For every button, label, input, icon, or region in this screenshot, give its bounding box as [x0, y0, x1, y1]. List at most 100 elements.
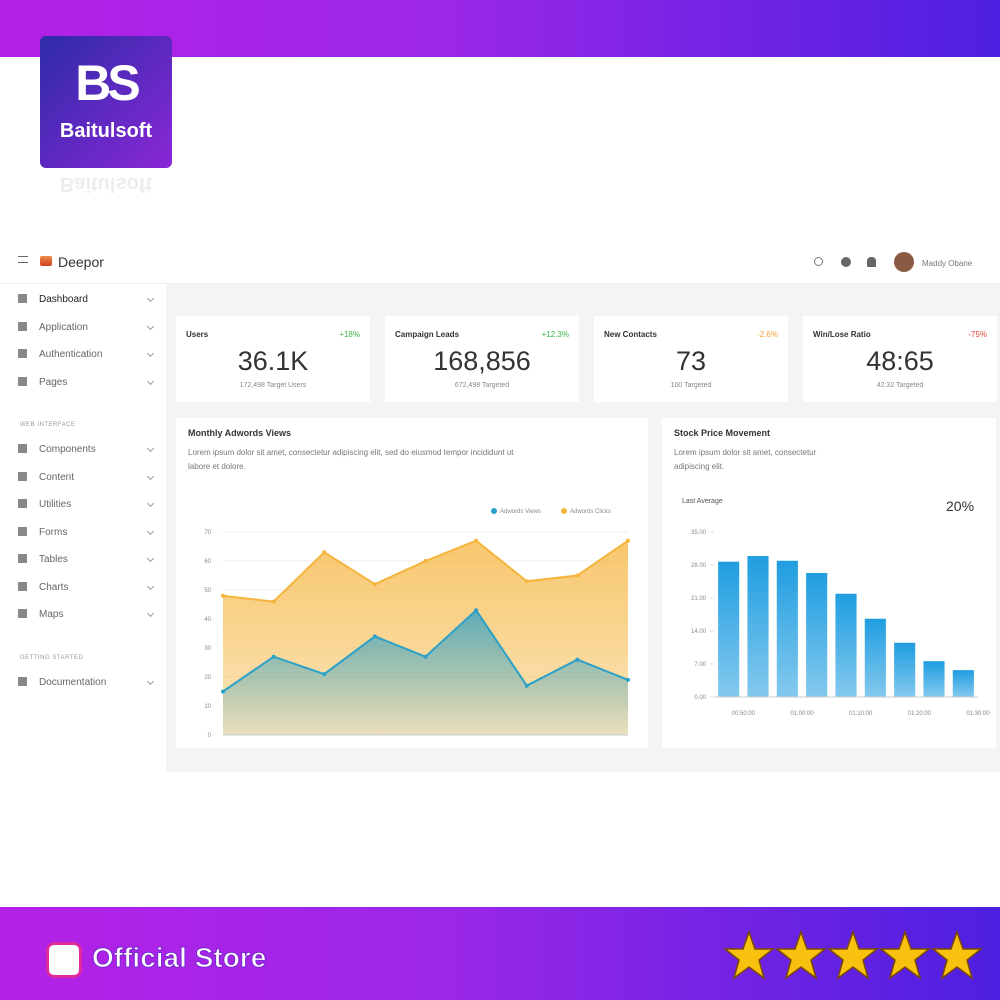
stat-sub: 172,498 Target Users [239, 382, 307, 389]
nav-item[interactable]: Content [18, 471, 75, 483]
point [221, 689, 225, 694]
legend-dot [561, 508, 567, 514]
user-name[interactable]: Maddy Obane [922, 259, 973, 268]
stat-change: +12.3% [541, 330, 569, 339]
nav-item[interactable]: Components [18, 444, 96, 455]
stat-change: +18% [339, 330, 360, 339]
chevron [146, 499, 155, 508]
y-tick-label: 14.00 [691, 629, 707, 635]
app-logo [40, 256, 52, 266]
point [372, 634, 377, 639]
sidebar: Dashboard Application Authentication Pages W… [0, 284, 166, 772]
point [271, 599, 276, 604]
y-tick-label: 0 [208, 733, 212, 739]
rating-stars [724, 931, 982, 979]
notification-icon[interactable] [867, 257, 876, 267]
logo: BS Baitulsoft [40, 36, 172, 168]
area-chart: 0 10 20 30 40 50 60 70 Adwords Clicks Adwords Vie… [204, 508, 630, 739]
stat-card: Win/Lose Ratio -75% 48:65 42:32 Targeted [803, 316, 997, 402]
stat-sub: 100 Targeted [670, 382, 712, 389]
nav-label: Authentication [39, 349, 103, 360]
stat-value: 36.1K [237, 346, 309, 376]
menu-icon[interactable] [18, 256, 28, 263]
section-label: GETTING STARTED [20, 654, 84, 661]
y-tick-label: 70 [204, 530, 211, 536]
chevron [146, 582, 155, 590]
search-icon[interactable] [814, 257, 823, 266]
point [221, 593, 225, 598]
bar [806, 573, 828, 697]
stat-card: Users +18% 36.1K 172,498 Target Users [176, 316, 370, 402]
point [524, 579, 529, 584]
stat-value: 73 [675, 346, 707, 376]
nav-item[interactable]: Utilities [18, 499, 71, 510]
nav-label: Documentation [39, 676, 107, 688]
panel-text: Lorem ipsum dolor sit amet, consectetur … [674, 448, 817, 471]
chevron [146, 677, 155, 685]
stat-sub: 672,498 Targeted [454, 382, 510, 389]
chevron [146, 294, 155, 303]
point [423, 559, 428, 563]
average-figure: 20% [946, 498, 975, 514]
x-tick-label: 01:20:00 [908, 711, 932, 717]
bar-chart: 0.00 7.00 14.00 21.00 28.00 35.00 00:50:00 01:0… [691, 530, 990, 717]
bar [747, 556, 769, 697]
y-tick-label: 10 [204, 704, 211, 710]
nav-item[interactable]: Charts [18, 581, 69, 593]
avatar[interactable] [894, 252, 914, 272]
chevron [146, 609, 155, 618]
point [575, 657, 580, 662]
bar [864, 618, 886, 697]
nav-label: Components [39, 444, 96, 455]
panel-title: Stock Price Movement [674, 428, 771, 438]
panel-text: Lorem ipsum dolor sit amet, consectetur … [188, 448, 514, 471]
nav-label: Forms [39, 526, 68, 538]
x-tick-label: 01:10:00 [849, 711, 873, 717]
y-tick-label: 40 [204, 617, 211, 623]
store-label: Official Store [91, 942, 267, 974]
bar [952, 670, 974, 697]
nav-label: Maps [39, 609, 64, 620]
nav-label: Content [39, 471, 75, 483]
nav-item[interactable]: Application [18, 321, 88, 333]
y-tick-label: 30 [204, 646, 211, 652]
stat-change: -2.6% [757, 330, 778, 339]
nav-item[interactable]: Documentation [18, 676, 107, 688]
chevron [146, 554, 155, 563]
chevron [146, 472, 155, 480]
nav-label: Tables [39, 554, 68, 565]
chevron [146, 444, 155, 453]
point [474, 608, 479, 613]
bar [718, 561, 740, 697]
chevron [146, 322, 155, 330]
nav-item[interactable]: Maps [18, 609, 63, 620]
legend-label: Adwords Views [500, 509, 541, 515]
nav-item[interactable]: Tables [18, 554, 68, 565]
nav-label: Charts [39, 581, 69, 593]
nav-item[interactable]: Dashboard [18, 294, 88, 305]
settings-icon[interactable] [841, 257, 851, 267]
panel-title: Monthly Adwords Views [188, 428, 292, 438]
chevron [146, 349, 155, 358]
point [423, 654, 428, 659]
nav-item[interactable]: Authentication [18, 349, 102, 360]
stat-card: New Contacts -2.6% 73 100 Targeted [594, 316, 788, 402]
store-icon [46, 942, 82, 978]
area-panel: Monthly Adwords Views Lorem ipsum dolor … [176, 418, 648, 748]
nav-item[interactable]: Pages [18, 376, 67, 388]
stat-card: Campaign Leads +12.3% 168,856 672,498 Targe… [385, 316, 579, 402]
point [271, 654, 276, 659]
bar [894, 642, 916, 697]
nav-item[interactable]: Forms [18, 526, 68, 538]
stat-value: 168,856 [433, 346, 531, 376]
y-tick-label: 60 [204, 559, 211, 565]
point [474, 538, 479, 543]
bar [835, 593, 857, 697]
x-tick-label: 01:00:00 [790, 711, 814, 717]
brand-name: Baitulsoft [59, 120, 153, 142]
app-name: Deepor [58, 254, 104, 270]
y-tick-label: 21.00 [691, 596, 707, 602]
point [626, 677, 630, 682]
point [575, 573, 580, 578]
point [322, 672, 327, 677]
